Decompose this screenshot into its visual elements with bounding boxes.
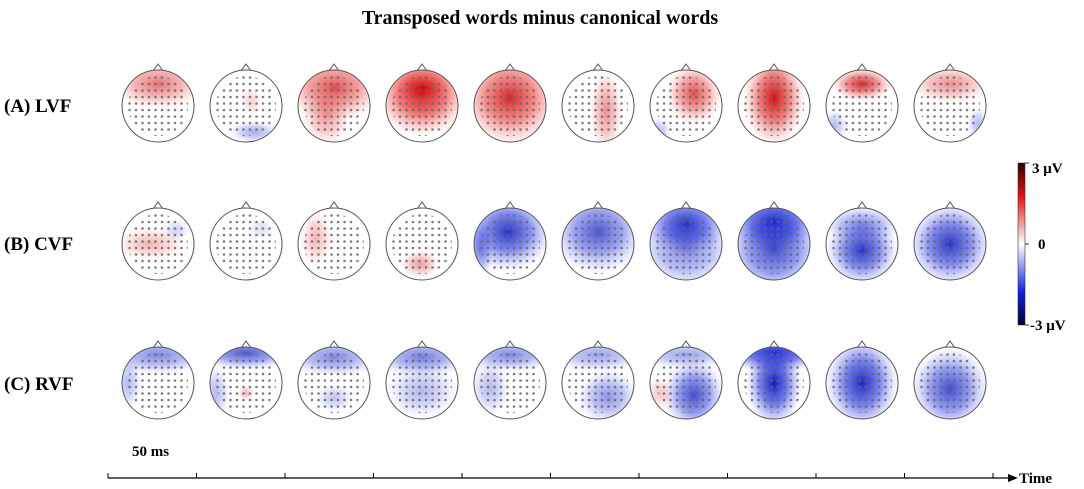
time-start-label: 50 ms [132, 444, 169, 460]
row-label: (B) CVF [4, 234, 73, 255]
topo-map [561, 340, 635, 420]
topo-map [297, 201, 371, 281]
topo-map [297, 340, 371, 420]
topo-map [913, 201, 987, 281]
colorbar-label: -3 μV [1030, 318, 1066, 334]
topo-map [913, 340, 987, 420]
topo-map [297, 63, 371, 143]
topo-map [473, 340, 547, 420]
topo-map [473, 63, 547, 143]
topo-map [385, 340, 459, 420]
topo-map [121, 63, 195, 143]
topo-map [473, 201, 547, 281]
topo-map [825, 340, 899, 420]
row-label: (C) RVF [4, 374, 74, 395]
topo-map [561, 63, 635, 143]
topo-map [385, 63, 459, 143]
topo-map [121, 340, 195, 420]
colorbar-label: 3 μV [1032, 161, 1063, 177]
topo-map [913, 63, 987, 143]
topo-map [385, 201, 459, 281]
topo-map [209, 201, 283, 281]
topo-map [121, 201, 195, 281]
topo-maps [121, 63, 987, 420]
topo-map [209, 340, 283, 420]
topo-map [209, 63, 283, 143]
row-label: (A) LVF [4, 96, 71, 117]
time-axis-label: Time [1019, 471, 1052, 487]
figure-title: Transposed words minus canonical words [362, 7, 719, 29]
colorbar-label: 0 [1038, 237, 1046, 253]
topo-map [561, 201, 635, 281]
topo-map [649, 201, 723, 281]
topo-map [649, 63, 723, 143]
topo-map [737, 340, 811, 420]
colorbar [1017, 162, 1026, 326]
time-axis [107, 473, 1018, 482]
topo-map [737, 201, 811, 281]
topo-map [737, 63, 811, 143]
topo-map [825, 63, 899, 143]
topo-map [825, 201, 899, 281]
topo-map [649, 340, 723, 420]
